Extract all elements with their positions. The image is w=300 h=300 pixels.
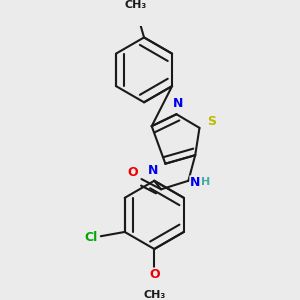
Text: H: H bbox=[201, 178, 210, 188]
Text: N: N bbox=[190, 176, 200, 189]
Text: CH₃: CH₃ bbox=[143, 290, 165, 300]
Text: N: N bbox=[148, 164, 159, 177]
Text: N: N bbox=[173, 98, 183, 110]
Text: CH₃: CH₃ bbox=[124, 0, 147, 10]
Text: S: S bbox=[207, 115, 216, 128]
Text: O: O bbox=[149, 268, 160, 281]
Text: Cl: Cl bbox=[84, 231, 97, 244]
Text: O: O bbox=[128, 166, 138, 179]
